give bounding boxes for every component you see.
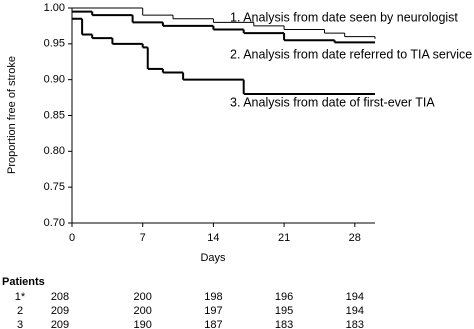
y-axis-label: Proportion free of stroke <box>6 56 18 174</box>
risk-table-title: Patients <box>2 276 45 288</box>
risk-value: 200 <box>134 305 152 317</box>
curve-label: 1. Analysis from date seen by neurologis… <box>230 10 458 24</box>
risk-value: 190 <box>134 319 152 329</box>
x-tick-label: 28 <box>349 232 361 244</box>
risk-value: 197 <box>204 305 222 317</box>
x-tick-label: 21 <box>278 232 290 244</box>
risk-value: 208 <box>51 291 69 303</box>
risk-value: 183 <box>275 319 293 329</box>
x-tick-label: 14 <box>207 232 219 244</box>
y-tick-label: 0.75 <box>44 181 65 193</box>
curve-label: 2. Analysis from date referred to TIA se… <box>230 47 472 61</box>
risk-value: 209 <box>51 305 69 317</box>
y-tick-label: 0.85 <box>44 109 65 121</box>
risk-value: 200 <box>134 291 152 303</box>
risk-value: 209 <box>51 319 69 329</box>
risk-value: 187 <box>204 319 222 329</box>
y-tick-label: 0.90 <box>44 74 65 86</box>
risk-row-label: 2 <box>17 305 23 317</box>
risk-value: 198 <box>204 291 222 303</box>
y-tick-label: 0.95 <box>44 38 65 50</box>
x-tick-label: 7 <box>140 232 146 244</box>
curve-label: 3. Analysis from date of first-ever TIA <box>230 95 435 109</box>
risk-value: 195 <box>275 305 293 317</box>
y-tick-label: 0.70 <box>44 217 65 229</box>
risk-value: 194 <box>346 291 364 303</box>
risk-value: 183 <box>346 319 364 329</box>
x-axis-label: Days <box>200 252 226 264</box>
risk-row-label: 3 <box>17 319 23 329</box>
risk-value: 196 <box>275 291 293 303</box>
risk-value: 194 <box>346 305 364 317</box>
x-tick-label: 0 <box>69 232 75 244</box>
y-tick-label: 0.80 <box>44 145 65 157</box>
risk-row-label: 1* <box>15 291 26 303</box>
y-tick-label: 1.00 <box>44 2 65 14</box>
